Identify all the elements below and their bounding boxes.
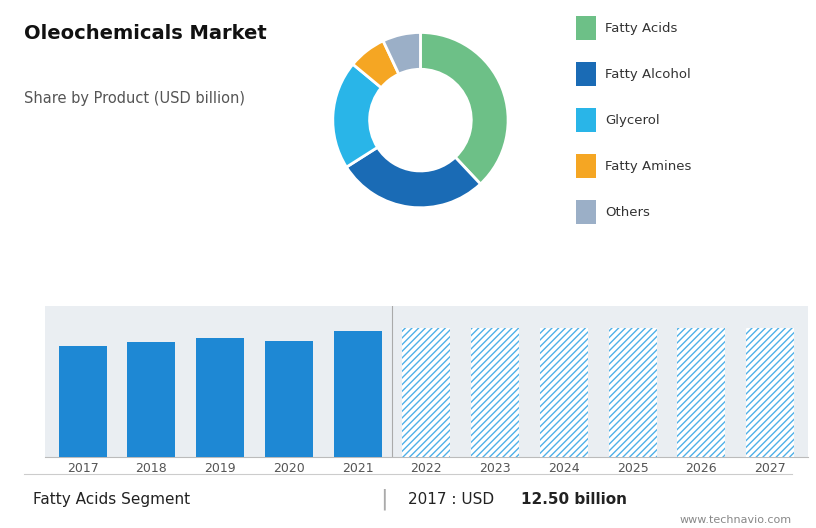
Bar <box>576 154 596 178</box>
Bar <box>471 328 519 457</box>
Bar <box>127 342 175 457</box>
Text: Fatty Alcohol: Fatty Alcohol <box>605 68 691 81</box>
Bar <box>746 328 794 457</box>
Wedge shape <box>333 64 381 167</box>
Text: Fatty Acids Segment: Fatty Acids Segment <box>33 492 190 507</box>
Bar <box>576 200 596 224</box>
Text: Oleochemicals Market: Oleochemicals Market <box>24 24 267 43</box>
Bar <box>677 328 725 457</box>
Bar <box>59 346 107 457</box>
Wedge shape <box>420 33 508 184</box>
Bar <box>576 108 596 132</box>
Bar <box>539 328 588 457</box>
Text: Fatty Acids: Fatty Acids <box>605 22 678 35</box>
Bar <box>576 16 596 40</box>
Bar <box>334 331 382 457</box>
Wedge shape <box>353 41 399 88</box>
Text: Others: Others <box>605 205 650 219</box>
Wedge shape <box>384 33 420 74</box>
Bar <box>402 328 450 457</box>
Text: |: | <box>379 488 388 510</box>
Text: Glycerol: Glycerol <box>605 114 660 127</box>
Text: Fatty Amines: Fatty Amines <box>605 159 692 173</box>
Bar <box>265 341 313 457</box>
Bar <box>576 62 596 86</box>
Bar <box>609 328 657 457</box>
Wedge shape <box>347 147 481 208</box>
Text: www.technavio.com: www.technavio.com <box>680 515 792 525</box>
Text: Share by Product (USD billion): Share by Product (USD billion) <box>24 91 246 106</box>
Text: 2017 : USD: 2017 : USD <box>408 492 499 507</box>
Text: 12.50 billion: 12.50 billion <box>521 492 627 507</box>
Bar <box>196 338 244 457</box>
